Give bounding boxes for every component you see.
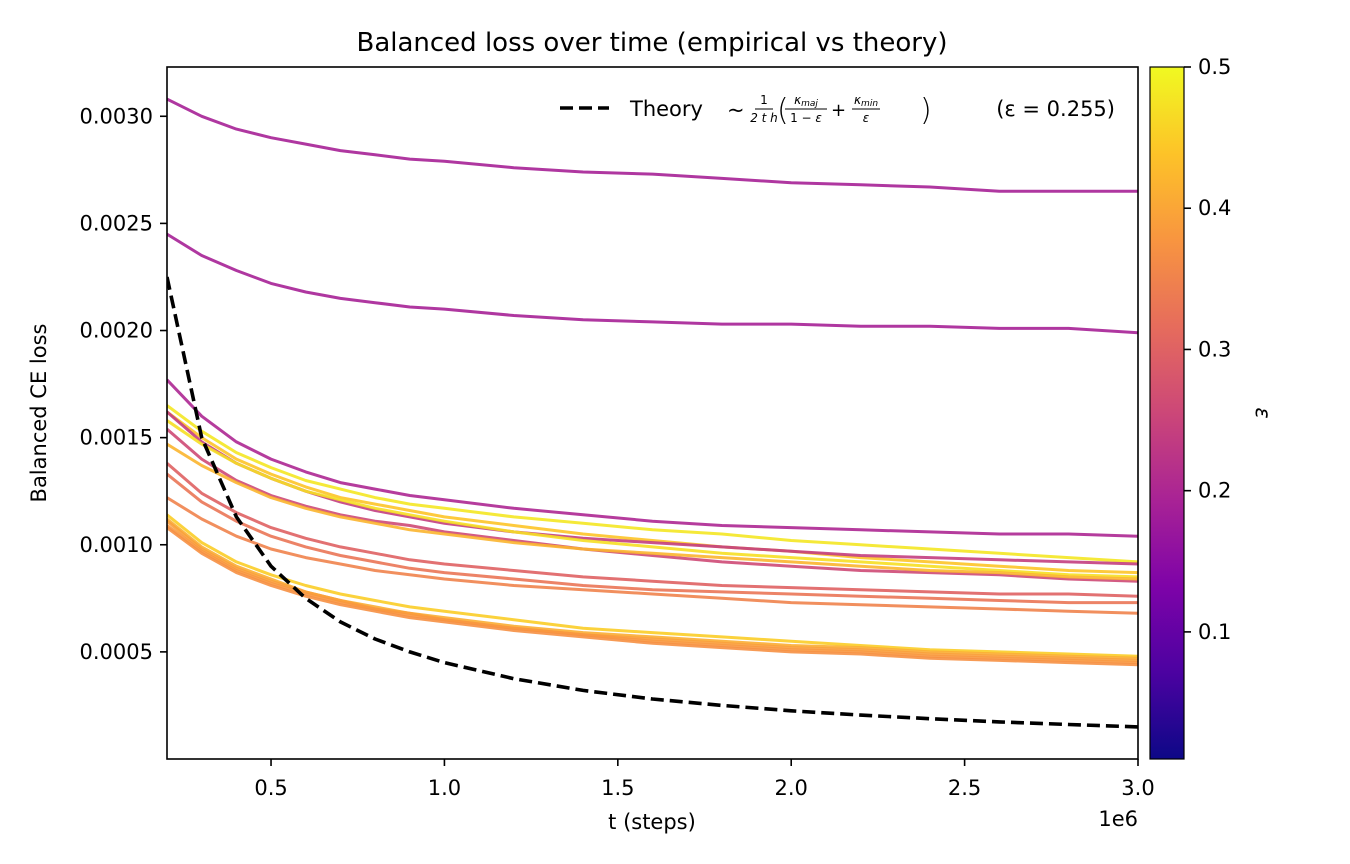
x-axis-offset-label: 1e6 bbox=[1098, 807, 1138, 831]
colorbar-gradient bbox=[1149, 66, 1185, 760]
svg-text:): ) bbox=[920, 93, 932, 128]
empirical-curve-5 bbox=[167, 410, 1138, 575]
y-tick-label: 0.0010 bbox=[80, 533, 153, 557]
y-axis-ticks: 0.0005 0.0010 0.0015 0.0020 0.0025 0.0030 bbox=[80, 104, 167, 664]
legend-epsilon-note: (ε = 0.255) bbox=[996, 97, 1115, 121]
empirical-curve-1 bbox=[167, 97, 1138, 193]
svg-text:κmaj: κmaj bbox=[794, 93, 818, 109]
empirical-curve-4 bbox=[167, 404, 1138, 564]
empirical-curve-9 bbox=[167, 442, 1138, 581]
colorbar-label: ε bbox=[1251, 407, 1275, 418]
chart-title: Balanced loss over time (empirical vs th… bbox=[356, 28, 947, 58]
y-tick-label: 0.0025 bbox=[80, 211, 153, 235]
svg-text:~: ~ bbox=[727, 98, 745, 122]
colorbar-tick-label: 0.1 bbox=[1198, 620, 1231, 644]
y-tick-label: 0.0020 bbox=[80, 319, 153, 343]
empirical-curve-12 bbox=[167, 496, 1138, 615]
series-layer bbox=[167, 97, 1138, 729]
svg-text:1: 1 bbox=[760, 93, 768, 107]
x-tick-label: 0.5 bbox=[254, 776, 287, 800]
empirical-curve-13 bbox=[167, 513, 1138, 658]
svg-text:1 − ε: 1 − ε bbox=[790, 111, 822, 125]
empirical-curve-7 bbox=[167, 419, 1138, 579]
y-tick-label: 0.0005 bbox=[80, 640, 153, 664]
legend: Theory ~ 1 2 t h ( κmaj 1 − ε + κmin ε )… bbox=[560, 93, 1115, 128]
x-tick-label: 2.0 bbox=[775, 776, 808, 800]
empirical-curve-11 bbox=[167, 472, 1138, 605]
svg-text:2 t h: 2 t h bbox=[750, 111, 778, 125]
svg-text:ε: ε bbox=[863, 111, 870, 125]
empirical-curve-16 bbox=[167, 524, 1138, 665]
empirical-curve-2 bbox=[167, 232, 1138, 335]
x-tick-label: 1.5 bbox=[601, 776, 634, 800]
x-tick-label: 2.5 bbox=[948, 776, 981, 800]
empirical-curve-17 bbox=[167, 526, 1138, 667]
empirical-curve-14 bbox=[167, 517, 1138, 660]
empirical-curve-3 bbox=[167, 378, 1138, 538]
colorbar-tick-label: 0.4 bbox=[1198, 196, 1231, 220]
y-axis-label: Balanced CE loss bbox=[27, 324, 51, 503]
plot-area-frame bbox=[166, 66, 1139, 760]
svg-text:+: + bbox=[831, 100, 846, 121]
svg-text:κmin: κmin bbox=[854, 93, 878, 109]
x-axis-ticks: 0.5 1.0 1.5 2.0 2.5 3.0 bbox=[254, 759, 1155, 800]
x-tick-label: 3.0 bbox=[1121, 776, 1154, 800]
y-tick-label: 0.0015 bbox=[80, 426, 153, 450]
colorbar-tick-label: 0.2 bbox=[1198, 479, 1231, 503]
colorbar-tick-label: 0.3 bbox=[1198, 337, 1231, 361]
legend-theory-formula: ~ 1 2 t h ( κmaj 1 − ε + κmin ε ) bbox=[727, 93, 932, 128]
x-axis-label: t (steps) bbox=[608, 810, 696, 834]
theory-curve bbox=[167, 276, 1138, 729]
colorbar-ticks: 0.1 0.2 0.3 0.4 0.5 bbox=[1184, 55, 1231, 644]
svg-text:(: ( bbox=[777, 93, 789, 128]
colorbar-tick-label: 0.5 bbox=[1198, 55, 1231, 79]
y-tick-label: 0.0030 bbox=[80, 104, 153, 128]
empirical-curve-10 bbox=[167, 462, 1138, 598]
empirical-curve-8 bbox=[167, 427, 1138, 583]
legend-theory-label: Theory bbox=[629, 97, 703, 121]
x-tick-label: 1.0 bbox=[428, 776, 461, 800]
colorbar: 0.1 0.2 0.3 0.4 0.5 ε bbox=[1149, 55, 1275, 760]
